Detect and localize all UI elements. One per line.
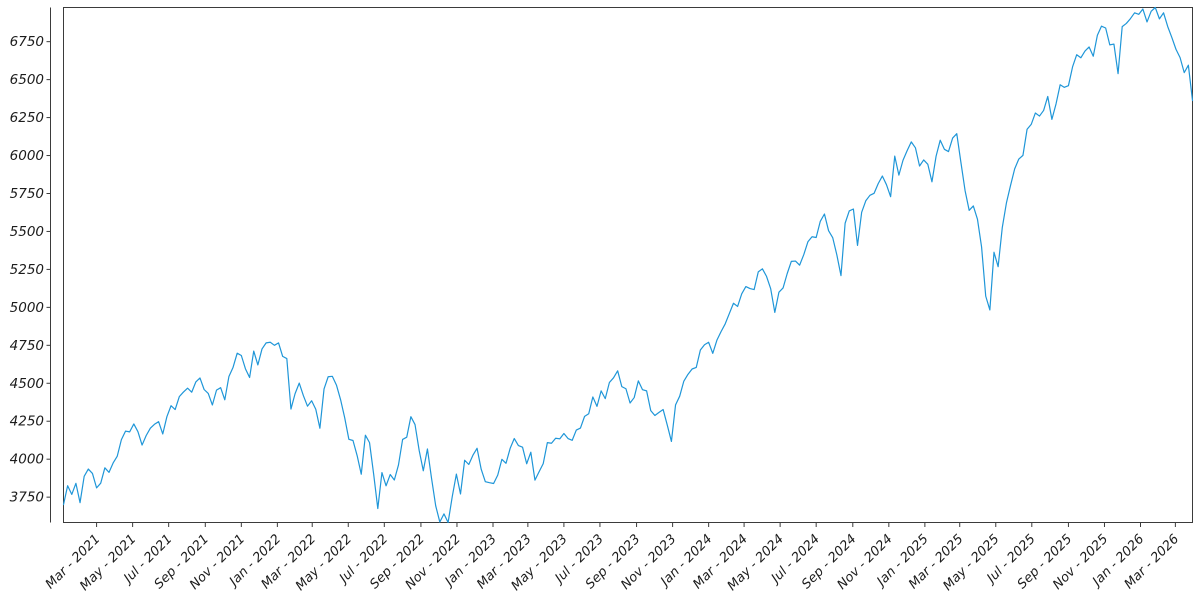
y-tick-label: 4500 (10, 376, 44, 392)
y-tick-label: 5500 (10, 224, 44, 240)
y-axis: 3750 4000 4250 4500 4750 5000 5250 5500 5750 6000… (10, 34, 51, 506)
price-series (62, 6, 1194, 524)
y-tick-label: 6000 (10, 148, 44, 164)
y-tick-label: 4000 (10, 452, 44, 468)
y-tick-label: 4750 (10, 338, 44, 354)
y-tick-label: 6500 (10, 72, 44, 88)
price-line (62, 6, 1194, 524)
y-tick-label: 3750 (10, 490, 44, 506)
y-tick-label: 5250 (10, 262, 44, 278)
y-tick-label: 6750 (10, 34, 44, 50)
y-tick-label: 5000 (10, 300, 44, 316)
plot-frame-group (50, 7, 1193, 523)
y-tick-label: 4250 (10, 414, 44, 430)
plot-border (63, 7, 1193, 523)
y-tick-label: 5750 (10, 186, 44, 202)
y-tick-label: 6250 (10, 110, 44, 126)
